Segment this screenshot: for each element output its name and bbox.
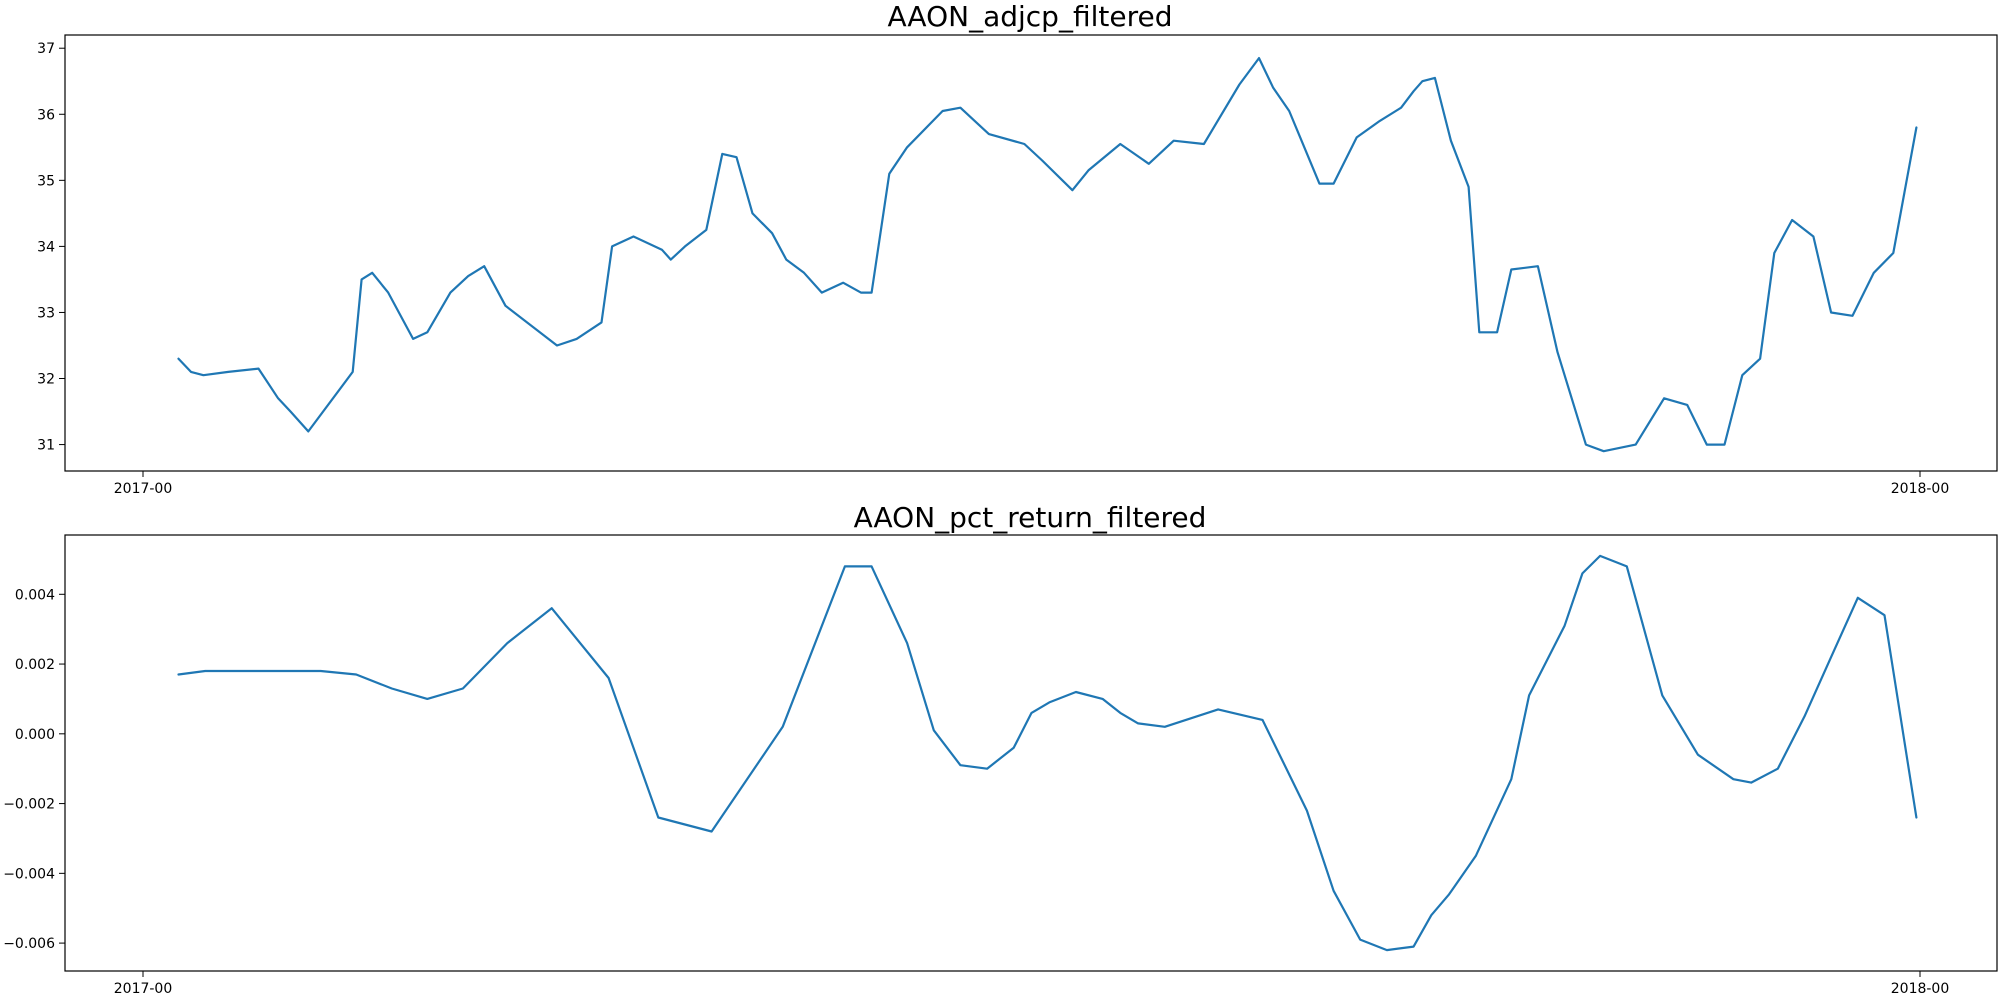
y-tick-label: −0.004 — [3, 866, 55, 882]
axis-ticks: 31 32 33 34 35 36 37 2017-00 2018-00 — [37, 41, 1949, 497]
y-tick-label: 0.002 — [15, 657, 55, 673]
y-tick-label: 32 — [37, 372, 55, 388]
series-line-pct-return — [177, 554, 1918, 952]
y-tick-label: −0.002 — [3, 797, 55, 813]
y-tick-label: 34 — [37, 239, 55, 255]
y-tick-label: −0.006 — [3, 936, 55, 952]
x-tick-label: 2017-00 — [114, 981, 173, 997]
x-tick-label: 2017-00 — [114, 481, 173, 497]
chart-title: AAON_adjcp_filtered — [888, 0, 1173, 33]
y-tick-label: 33 — [37, 305, 55, 321]
y-tick-label: 35 — [37, 173, 55, 189]
y-tick-label: 31 — [37, 438, 55, 454]
x-tick-label: 2018-00 — [1891, 481, 1950, 497]
axis-ticks: −0.006 −0.004 −0.002 0.000 0.002 0.004 2017-00… — [3, 587, 1949, 997]
x-tick-label: 2018-00 — [1891, 981, 1950, 997]
series-line-adjcp — [177, 57, 1918, 453]
y-tick-label: 37 — [37, 41, 55, 57]
y-tick-label: 0.000 — [15, 727, 55, 743]
chart-title: AAON_pct_return_filtered — [854, 501, 1207, 534]
plot-frame — [64, 34, 1998, 472]
y-tick-label: 0.004 — [15, 587, 55, 603]
chart-panel-adjcp: AAON_adjcp_filtered 31 32 33 34 35 36 37 2017-0… — [37, 0, 1998, 497]
chart-panel-pct-return: AAON_pct_return_filtered −0.006−0.004−0.… — [3, 501, 1998, 997]
plot-frame — [64, 534, 1998, 972]
y-tick-label: 36 — [37, 107, 55, 123]
